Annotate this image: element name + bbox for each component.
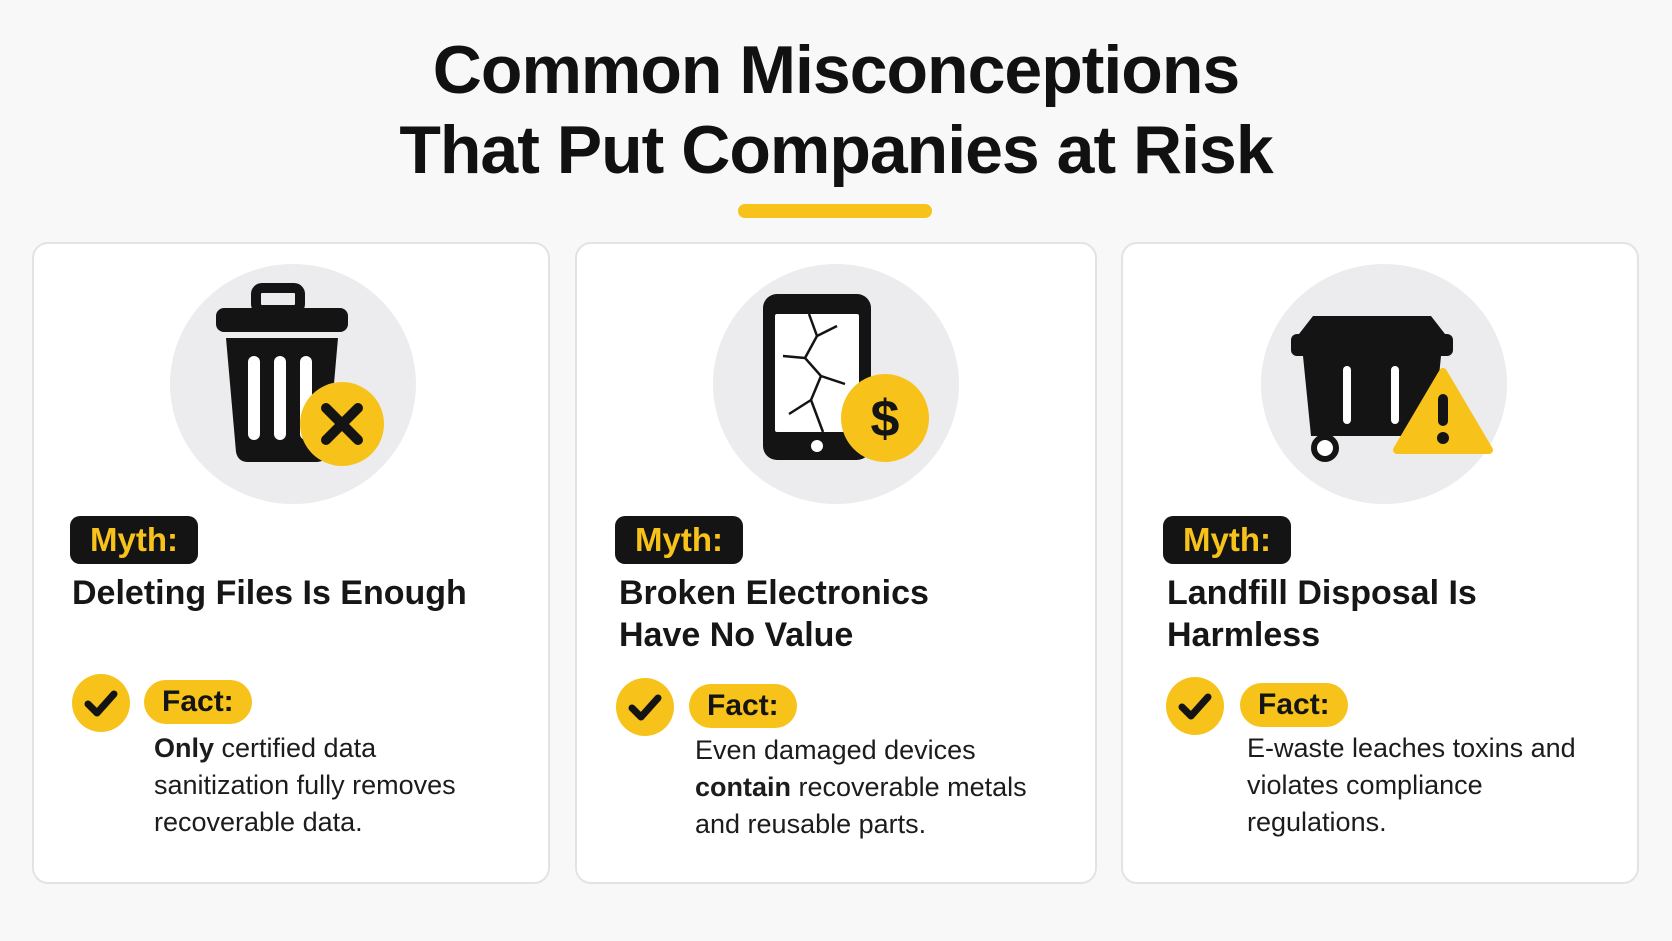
title-line-2: That Put Companies at Risk	[399, 112, 1273, 188]
myth-statement-line-1: Broken Electronics	[619, 574, 929, 612]
myth-badge: Myth:	[1163, 516, 1291, 564]
fact-body: certified data sanitization fully remove…	[154, 733, 456, 837]
myth-card-deleting-files: Myth: Deleting Files Is Enough Fact: Onl…	[32, 242, 550, 884]
fact-statement: E-waste leaches toxins and violates comp…	[1247, 730, 1587, 841]
checkmark-icon	[616, 678, 674, 736]
fact-statement: Only certified data sanitization fully r…	[154, 730, 494, 841]
fact-emphasis: contain	[695, 772, 792, 802]
myth-badge: Myth:	[615, 516, 743, 564]
page-title: Common Misconceptions That Put Companies…	[0, 30, 1672, 190]
myth-statement-line-2: Have No Value	[619, 616, 854, 654]
fact-badge: Fact:	[689, 684, 797, 728]
broken-phone-dollar-icon: $	[713, 264, 959, 504]
myth-statement-line-1: Deleting Files Is Enough	[72, 574, 467, 612]
fact-lead: Even damaged devices	[695, 735, 976, 765]
fact-badge: Fact:	[144, 680, 252, 724]
title-line-1: Common Misconceptions	[432, 32, 1240, 108]
title-underline	[738, 204, 932, 218]
myth-statement-line-2: Harmless	[1167, 616, 1321, 654]
dumpster-warning-icon	[1261, 264, 1507, 504]
fact-statement: Even damaged devices contain recoverable…	[695, 732, 1055, 843]
fact-badge: Fact:	[1240, 683, 1348, 727]
trash-can-x-icon	[170, 264, 416, 504]
myth-statement: Deleting Files Is Enough	[72, 572, 512, 614]
myth-statement: Landfill Disposal Is Harmless	[1167, 572, 1607, 656]
fact-emphasis: Only	[154, 733, 215, 763]
myth-statement-line-1: Landfill Disposal Is	[1167, 574, 1477, 612]
checkmark-icon	[72, 674, 130, 732]
myth-card-landfill-disposal: Myth: Landfill Disposal Is Harmless Fact…	[1121, 242, 1639, 884]
fact-body: E-waste leaches toxins and violates comp…	[1247, 733, 1576, 837]
myth-card-broken-electronics: $ Myth: Broken Electronics Have No Value…	[575, 242, 1097, 884]
svg-text:$: $	[871, 390, 900, 448]
myth-statement: Broken Electronics Have No Value	[619, 572, 1059, 656]
myth-badge: Myth:	[70, 516, 198, 564]
fact-body: recoverable metals and reusable parts.	[695, 772, 1027, 839]
checkmark-icon	[1166, 677, 1224, 735]
